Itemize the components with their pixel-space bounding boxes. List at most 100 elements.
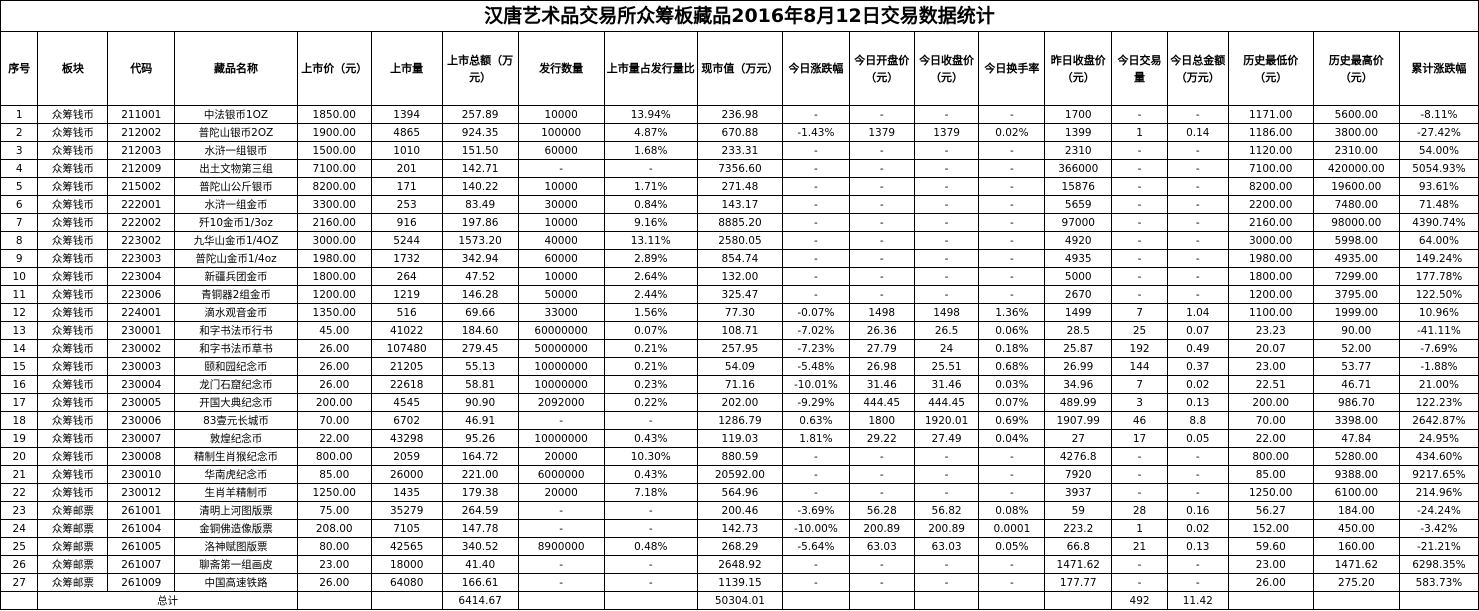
table-cell: 75.00 [296,501,372,520]
table-cell: 4390.74% [1398,213,1479,232]
table-cell: 261009 [107,573,176,592]
table-cell: 2 [0,123,39,142]
table-cell: 3 [1111,393,1168,412]
table-cell: 50000 [517,285,605,304]
table-cell: 95.26 [441,429,519,448]
table-cell: 众筹钱币 [37,285,109,304]
table-cell: 7920 [1044,465,1113,484]
table-cell: 489.99 [1044,393,1113,412]
table-cell: 1471.62 [1044,555,1113,574]
table-cell: 800.00 [1227,447,1314,466]
table-row: 6 众筹钱币 222001 水浒一组金币 3300.00 253 83.49 30000 0.8… [0,195,1479,214]
table-cell: 7 [1111,303,1168,322]
table-cell: 119.03 [696,429,783,448]
total-cell [1044,591,1113,610]
table-cell: 7480.00 [1312,195,1400,214]
table-cell: 中法银币1OZ [174,105,298,124]
table-cell: 22 [0,483,39,502]
table-row: 24 众筹邮票 261004 金铜佛造像版票 208.00 7105 147.78- -142… [0,519,1479,538]
table-cell: 325.47 [696,285,783,304]
table-cell: 众筹钱币 [37,195,109,214]
column-header: 昨日收盘价（元） [1044,31,1113,106]
table-cell: 54.00% [1398,141,1479,160]
table-cell: 5 [0,177,39,196]
table-cell: 9217.65% [1398,465,1479,484]
trading-data-table: 序号 板块 代码 藏品名称 上市价（元） 上市量 上市总额（万元） 发行数量 上市量占发行量比现… [0,31,1479,610]
table-cell: 青铜器2组金币 [174,285,298,304]
table-cell: 0.07% [603,321,698,340]
table-cell: 24 [0,519,39,538]
table-cell: 77.30 [696,303,783,322]
table-cell: 214.96% [1398,483,1479,502]
table-cell: - [781,465,850,484]
table-cell: 261007 [107,555,176,574]
table-cell: 和字书法币行书 [174,321,298,340]
table-cell: 223006 [107,285,176,304]
table-cell: - [1166,285,1229,304]
total-cell [370,591,443,610]
table-cell: 水浒一组银币 [174,141,298,160]
table-cell: 16 [0,375,39,394]
table-cell: 0.08% [978,501,1046,520]
table-row: 15 众筹钱币 230003 颐和园纪念币 26.00 21205 55.13 1000000… [0,357,1479,376]
table-cell: 众筹钱币 [37,393,109,412]
table-cell: 52.00 [1312,339,1400,358]
table-cell: 8 [0,231,39,250]
table-cell: - [978,285,1046,304]
table-cell: 5000 [1044,267,1113,286]
table-cell: 924.35 [441,123,519,142]
table-cell: 众筹钱币 [37,303,109,322]
table-cell: 211001 [107,105,176,124]
table-cell: 7.18% [603,483,698,502]
table-cell: 1900.00 [296,123,372,142]
table-cell: 160.00 [1312,537,1400,556]
table-cell: - [848,267,915,286]
table-cell: 1250.00 [296,483,372,502]
table-cell: 230006 [107,411,176,430]
table-cell: - [978,159,1046,178]
table-cell: - [848,141,915,160]
table-cell: 340.52 [441,537,519,556]
table-cell: 众筹钱币 [37,447,109,466]
table-cell: - [1166,195,1229,214]
table-cell: 192 [1111,339,1168,358]
table-cell: 854.74 [696,249,783,268]
table-cell: 25 [1111,321,1168,340]
table-cell: - [781,105,850,124]
table-cell: 122.50% [1398,285,1479,304]
table-cell: 众筹钱币 [37,321,109,340]
table-cell: 516 [370,303,443,322]
table-cell: 1219 [370,285,443,304]
column-header: 代码 [107,31,176,106]
table-cell: 1435 [370,483,443,502]
table-cell: - [1111,573,1168,592]
table-cell: 420000.00 [1312,159,1400,178]
table-cell: 179.38 [441,483,519,502]
table-cell: 0.21% [603,357,698,376]
table-cell: 6 [0,195,39,214]
table-cell: - [913,141,980,160]
column-header: 上市价（元） [296,31,372,106]
column-header: 历史最高价（元） [1312,31,1400,106]
table-cell: -7.02% [781,321,850,340]
table-cell: 23.00 [1227,555,1314,574]
table-cell: 147.78 [441,519,519,538]
table-cell: 184.60 [441,321,519,340]
table-cell: -0.07% [781,303,850,322]
table-cell: 歼10金币1/3oz [174,213,298,232]
table-cell: - [1166,483,1229,502]
table-cell: 2310.00 [1312,141,1400,160]
table-cell: 53.77 [1312,357,1400,376]
table-row: 20 众筹钱币 230008 精制生肖猴纪念币 800.00 2059 164.72 2000… [0,447,1479,466]
table-cell: 20.07 [1227,339,1314,358]
table-cell: 新疆兵团金币 [174,267,298,286]
table-cell: 出土文物第三组 [174,159,298,178]
table-cell: 670.88 [696,123,783,142]
table-cell: 35279 [370,501,443,520]
table-cell: 10000 [517,105,605,124]
table-cell: 精制生肖猴纪念币 [174,447,298,466]
table-cell: 5659 [1044,195,1113,214]
table-cell: - [1166,105,1229,124]
table-cell: 279.45 [441,339,519,358]
table-cell: 众筹钱币 [37,177,109,196]
